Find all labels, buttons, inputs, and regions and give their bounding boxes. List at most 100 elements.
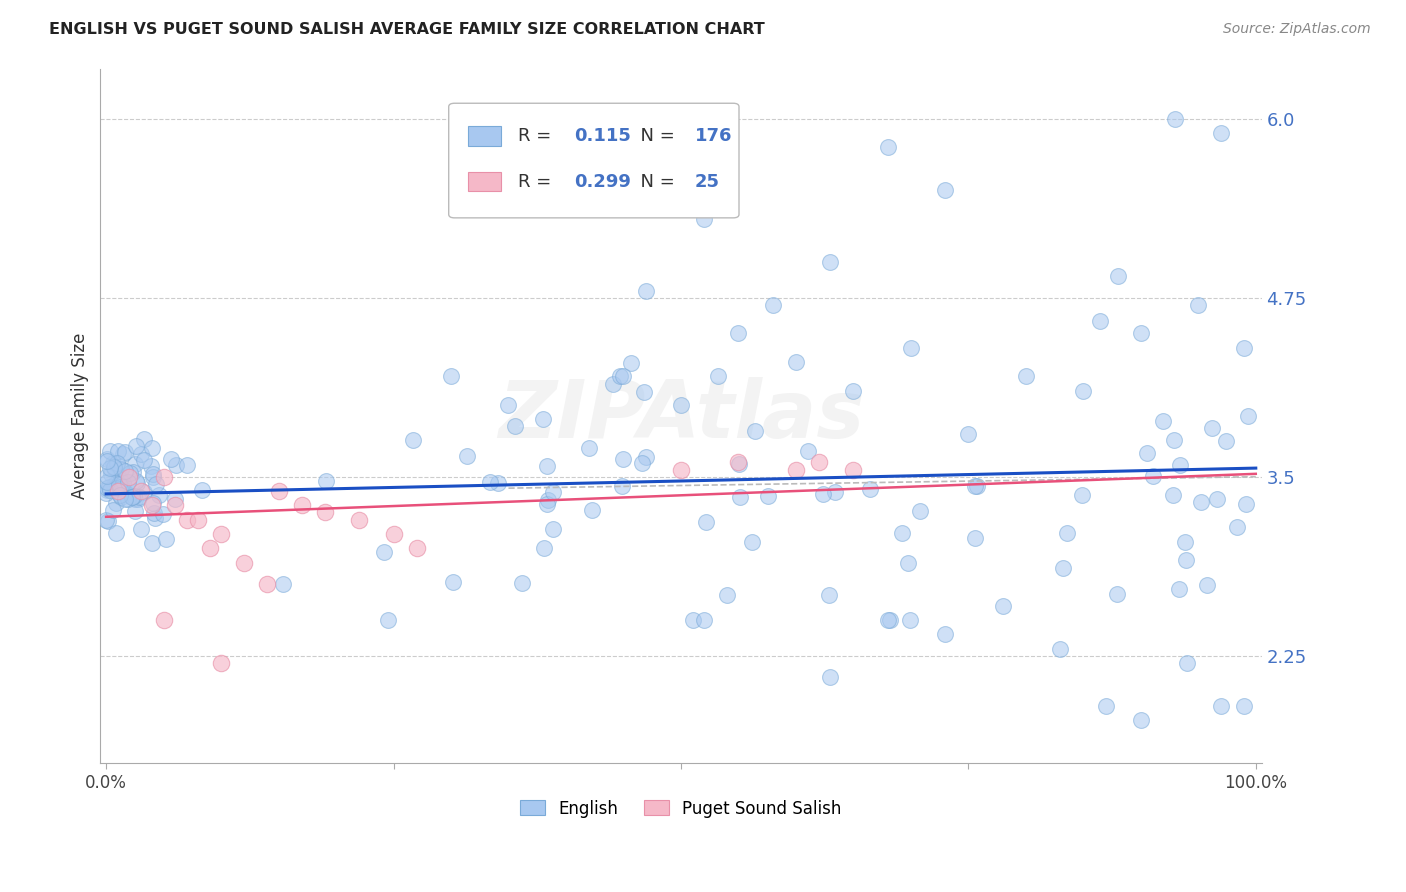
Point (957, 426, 980, 441)
Point (107, 484, 129, 499)
Point (97, 514, 120, 528)
Point (818, 588, 841, 602)
Point (112, 486, 135, 500)
Point (503, 419, 526, 434)
Point (879, 613, 901, 627)
Point (100, 461, 122, 475)
Point (105, 525, 128, 540)
Point (129, 483, 152, 498)
Point (152, 469, 174, 483)
Point (314, 506, 336, 520)
Point (271, 577, 294, 591)
Point (536, 458, 558, 473)
Point (165, 458, 187, 473)
Point (117, 491, 139, 506)
Point (537, 492, 560, 507)
Point (165, 499, 187, 513)
Point (124, 503, 146, 517)
Point (141, 499, 163, 513)
Point (636, 450, 658, 465)
Point (128, 490, 150, 504)
Text: 25: 25 (695, 173, 720, 191)
Point (727, 455, 749, 469)
Point (373, 545, 395, 559)
Point (103, 460, 125, 475)
FancyBboxPatch shape (449, 103, 740, 218)
Point (820, 670, 842, 684)
Text: N =: N = (628, 173, 681, 191)
Text: N =: N = (628, 127, 681, 145)
Point (533, 541, 555, 555)
Point (129, 522, 152, 536)
Point (108, 488, 131, 502)
Point (142, 467, 165, 482)
Point (1175, 552, 1198, 566)
Point (107, 483, 129, 498)
Point (256, 577, 278, 591)
Point (443, 575, 465, 590)
Point (103, 460, 125, 475)
Point (1206, 492, 1229, 507)
Point (405, 541, 427, 556)
Point (1168, 582, 1191, 596)
Point (98, 444, 121, 458)
Point (876, 140, 898, 154)
Point (98, 483, 121, 497)
Point (934, 183, 956, 197)
Point (132, 432, 155, 446)
Point (124, 491, 146, 506)
Point (633, 384, 655, 399)
Point (1175, 656, 1198, 670)
Text: 0.115: 0.115 (574, 127, 631, 145)
Point (114, 464, 136, 478)
Point (110, 461, 132, 475)
Point (1129, 326, 1152, 341)
Point (1164, 112, 1187, 126)
Point (727, 326, 749, 341)
Point (125, 475, 148, 489)
Point (1136, 446, 1159, 460)
Point (1142, 469, 1164, 483)
Point (96, 453, 118, 467)
Point (347, 513, 370, 527)
Point (101, 482, 124, 496)
Point (122, 465, 145, 479)
Text: Source: ZipAtlas.com: Source: ZipAtlas.com (1223, 22, 1371, 37)
Point (695, 516, 717, 530)
Point (112, 447, 135, 461)
Point (479, 475, 502, 489)
Point (98, 480, 121, 494)
Point (1211, 698, 1233, 713)
Point (1095, 698, 1118, 713)
Point (1201, 421, 1223, 435)
Text: R =: R = (519, 127, 557, 145)
Point (114, 491, 136, 506)
Point (716, 588, 738, 602)
Point (96, 481, 118, 495)
Point (267, 483, 290, 498)
Point (143, 506, 166, 520)
Point (842, 462, 865, 476)
Point (1226, 520, 1249, 534)
Point (1168, 458, 1191, 472)
Point (1056, 526, 1078, 541)
Point (120, 466, 142, 480)
Point (209, 527, 232, 541)
Point (155, 532, 177, 546)
Point (756, 489, 779, 503)
Point (121, 490, 143, 504)
Point (96, 475, 118, 490)
Point (890, 525, 912, 540)
Point (132, 485, 155, 500)
Point (111, 476, 134, 491)
Point (1187, 298, 1209, 312)
Point (142, 495, 165, 509)
Point (382, 527, 405, 541)
Point (620, 356, 643, 370)
Point (105, 496, 128, 510)
Point (152, 613, 174, 627)
Text: 176: 176 (695, 127, 733, 145)
Point (1152, 414, 1174, 428)
Point (797, 443, 820, 458)
Point (1236, 409, 1258, 423)
